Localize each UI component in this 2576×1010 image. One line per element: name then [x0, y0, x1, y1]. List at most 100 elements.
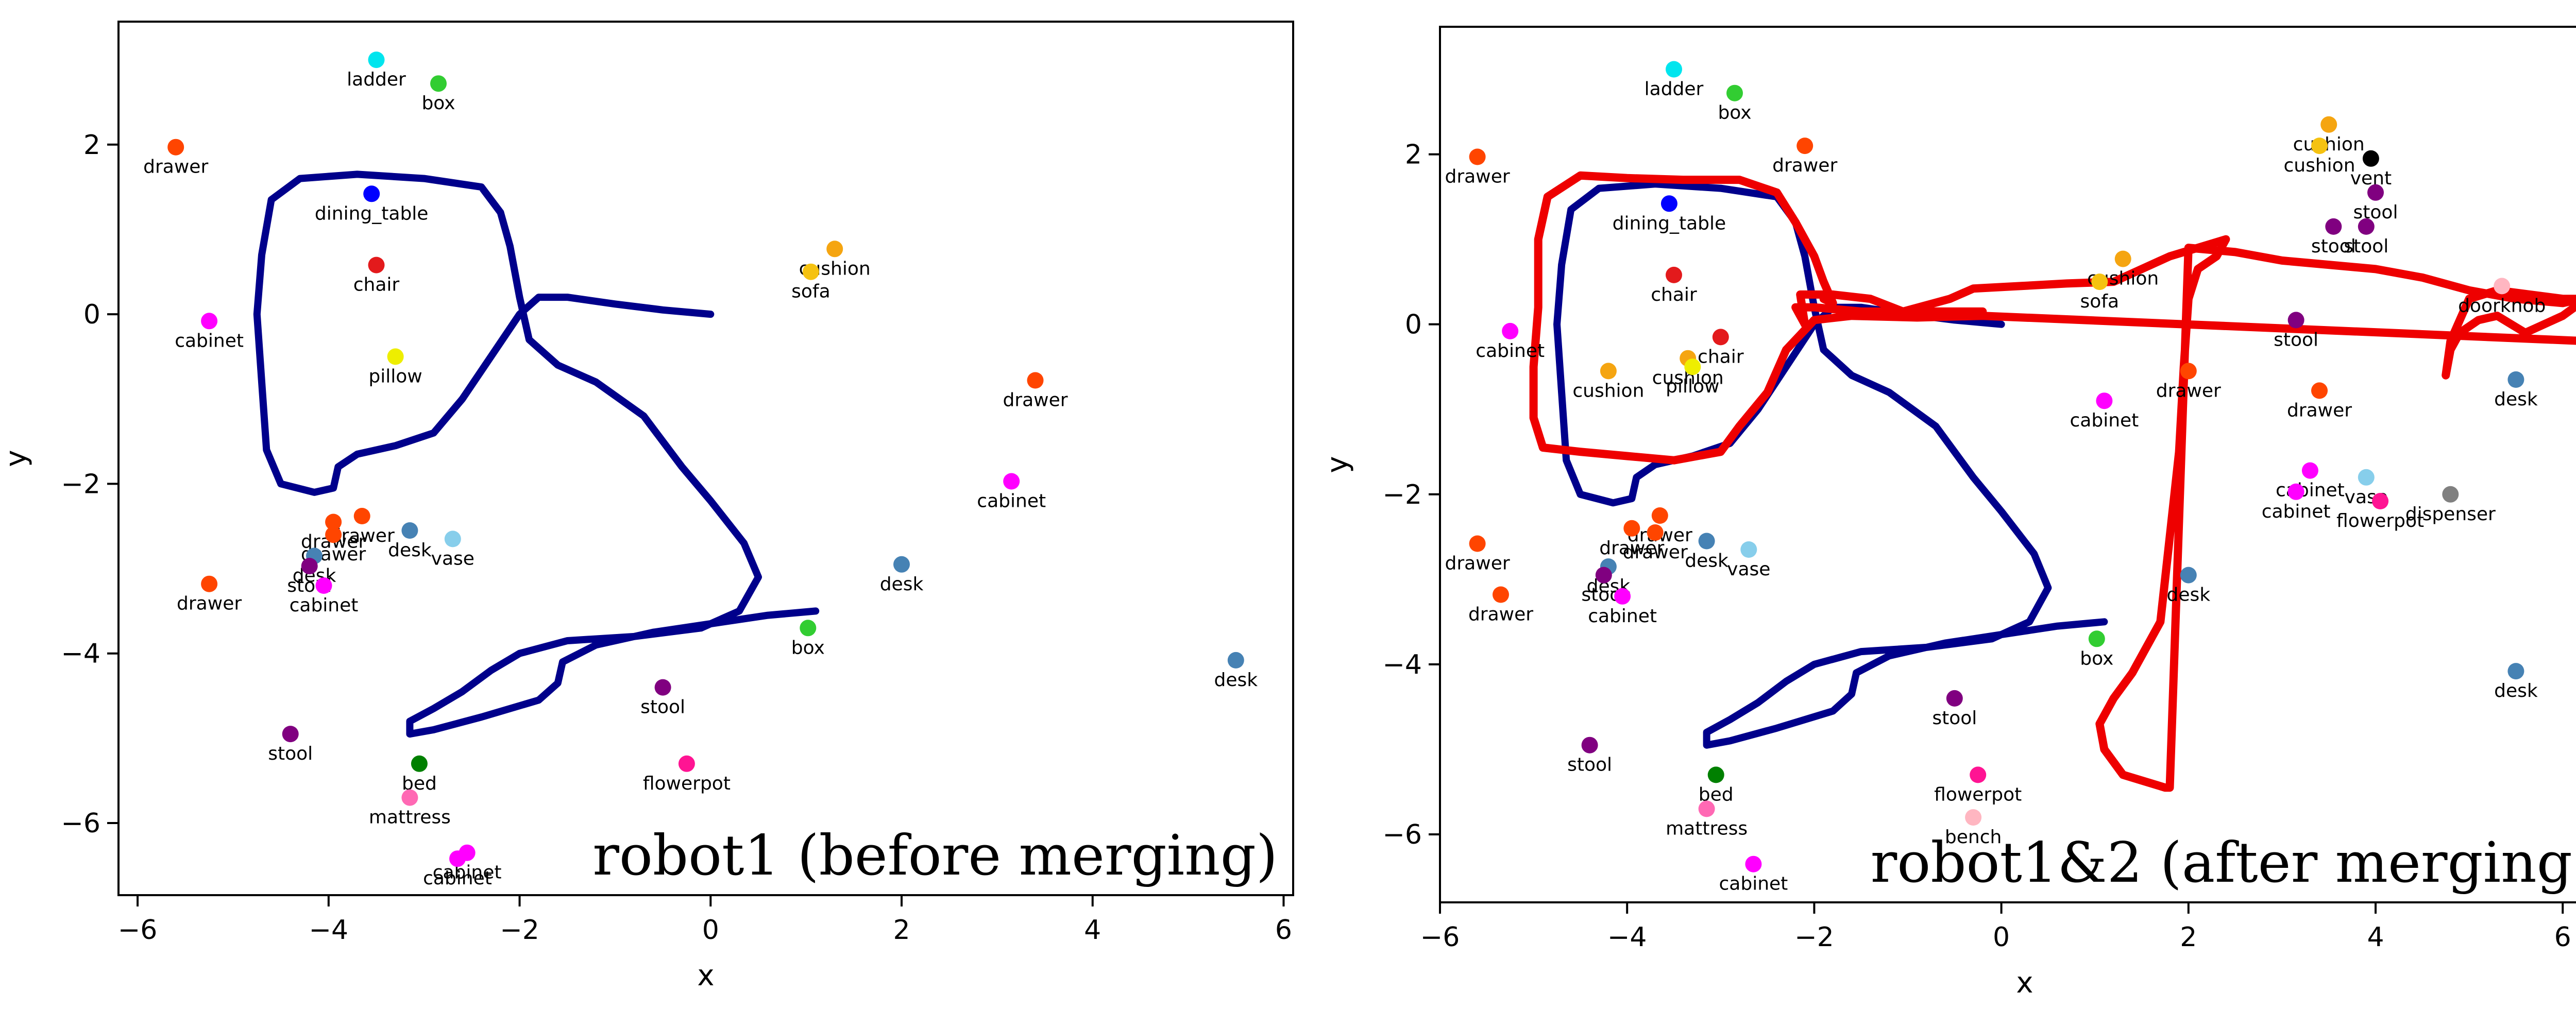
object-marker-drawer: [1493, 586, 1509, 603]
object-label-drawer: drawer: [1772, 155, 1837, 176]
object-label-box: box: [1718, 102, 1751, 124]
x-tick-label: −2: [500, 915, 539, 946]
object-label-drawer: drawer: [143, 157, 208, 178]
object-label-drawer: drawer: [2287, 400, 2352, 421]
object-marker-dining_table: [1660, 195, 1677, 212]
x-tick-label: −4: [309, 915, 348, 946]
object-label-cushion: cushion: [1572, 380, 1644, 401]
y-tick-label: 0: [1405, 310, 1422, 340]
object-marker-bed: [1707, 766, 1724, 783]
object-marker-stool: [2325, 218, 2342, 235]
object-marker-drawer: [201, 575, 218, 592]
y-tick-label: −4: [1382, 649, 1422, 680]
object-marker-vase: [1740, 541, 1757, 558]
object-label-cabinet: cabinet: [1719, 874, 1788, 895]
object-label-mattress: mattress: [1666, 818, 1748, 839]
object-label-drawer: drawer: [1623, 542, 1688, 563]
object-label-pillow: pillow: [368, 366, 422, 387]
object-label-desk: desk: [1214, 670, 1258, 691]
object-label-drawer: drawer: [1445, 553, 1510, 574]
object-marker-cushion: [826, 241, 843, 258]
object-marker-sofa: [2091, 273, 2108, 290]
object-marker-box: [1726, 84, 1743, 101]
object-label-cushion: cushion: [2283, 155, 2355, 176]
object-marker-stool: [654, 679, 671, 696]
x-axis-label: x: [2016, 966, 2033, 1000]
object-marker-cushion: [2311, 138, 2328, 155]
x-tick-label: 0: [1993, 922, 2010, 953]
object-marker-doorknob: [2494, 278, 2511, 295]
object-marker-drawer: [2180, 363, 2197, 380]
y-tick-label: 2: [83, 130, 100, 161]
object-label-vase: vase: [431, 548, 474, 569]
object-marker-pillow: [387, 348, 404, 365]
object-marker-cabinet: [1614, 588, 1631, 605]
object-label-box: box: [421, 93, 455, 114]
object-marker-chair: [1666, 266, 1682, 283]
object-marker-drawer: [1623, 520, 1640, 537]
object-label-chair: chair: [1651, 284, 1697, 305]
object-marker-drawer: [353, 508, 370, 524]
object-marker-desk: [2507, 663, 2524, 680]
object-marker-desk: [2507, 371, 2524, 388]
object-label-cabinet: cabinet: [423, 868, 492, 889]
object-label-flowerpot: flowerpot: [643, 773, 731, 794]
object-label-dispenser: dispenser: [2405, 504, 2496, 525]
object-label-cabinet: cabinet: [290, 595, 359, 616]
tick-marks: −6 −4 −2 0 2 4 6 −6 −4 −2 0 2: [1382, 140, 2571, 953]
object-marker-drawer: [325, 526, 342, 543]
object-marker-desk: [401, 522, 418, 539]
object-label-ladder: ladder: [1645, 79, 1704, 100]
object-label-cabinet: cabinet: [2276, 480, 2345, 501]
object-label-ladder: ladder: [347, 69, 406, 90]
x-tick-label: 6: [2554, 922, 2571, 953]
object-label-stool: stool: [268, 743, 313, 764]
object-marker-flowerpot: [1970, 766, 1987, 783]
object-label-cabinet: cabinet: [433, 862, 502, 883]
panel-title: robot1 (before merging): [592, 824, 1278, 888]
object-label-stool: stool: [640, 697, 685, 718]
object-label-vent: vent: [2350, 168, 2392, 189]
object-marker-drawer: [167, 139, 184, 156]
object-marker-dispenser: [2442, 486, 2459, 503]
axes-frame: [117, 21, 1294, 896]
object-marker-chair: [1712, 329, 1729, 346]
object-label-flowerpot: flowerpot: [2336, 510, 2424, 532]
object-marker-ladder: [1666, 61, 1682, 78]
object-label-sofa: sofa: [791, 281, 831, 302]
object-marker-cushion: [1600, 363, 1617, 380]
object-marker-drawer: [1469, 148, 1486, 165]
axes-frame: [1439, 26, 2576, 903]
object-marker-drawer: [1647, 524, 1664, 541]
object-marker-box: [2088, 630, 2105, 647]
object-label-drawer: drawer: [1003, 390, 1067, 411]
object-label-vase: vase: [1727, 559, 1770, 580]
object-label-drawer: drawer: [177, 593, 242, 614]
object-label-stool: stool: [2311, 236, 2356, 257]
object-marker-cabinet: [1502, 322, 1519, 339]
object-label-box: box: [791, 637, 825, 658]
object-marker-cabinet: [2096, 392, 2113, 409]
object-marker-bed: [411, 755, 428, 772]
x-tick-label: 4: [1084, 915, 1101, 946]
x-tick-label: −2: [1794, 922, 1834, 953]
y-tick-label: −4: [61, 639, 100, 670]
object-marker-cabinet: [1745, 855, 1762, 872]
panel-title: robot1&2 (after merging): [1871, 831, 2576, 895]
object-marker-vase: [2358, 469, 2375, 486]
object-label-stool: stool: [1567, 755, 1612, 776]
object-marker-drawer: [325, 513, 342, 530]
object-label-desk: desk: [2494, 680, 2538, 701]
object-marker-stool: [282, 726, 299, 743]
object-label-box: box: [2080, 648, 2113, 669]
object-label-stool: stool: [2353, 202, 2398, 223]
object-label-desk: desk: [1685, 551, 1728, 572]
object-label-mattress: mattress: [369, 807, 451, 828]
object-marker-bench: [1965, 809, 1982, 826]
object-label-cabinet: cabinet: [977, 491, 1046, 512]
object-label-cushion: cushion: [2293, 134, 2365, 155]
object-marker-desk: [893, 556, 910, 573]
x-tick-label: −4: [1607, 922, 1647, 953]
x-tick-label: 6: [1275, 915, 1292, 946]
